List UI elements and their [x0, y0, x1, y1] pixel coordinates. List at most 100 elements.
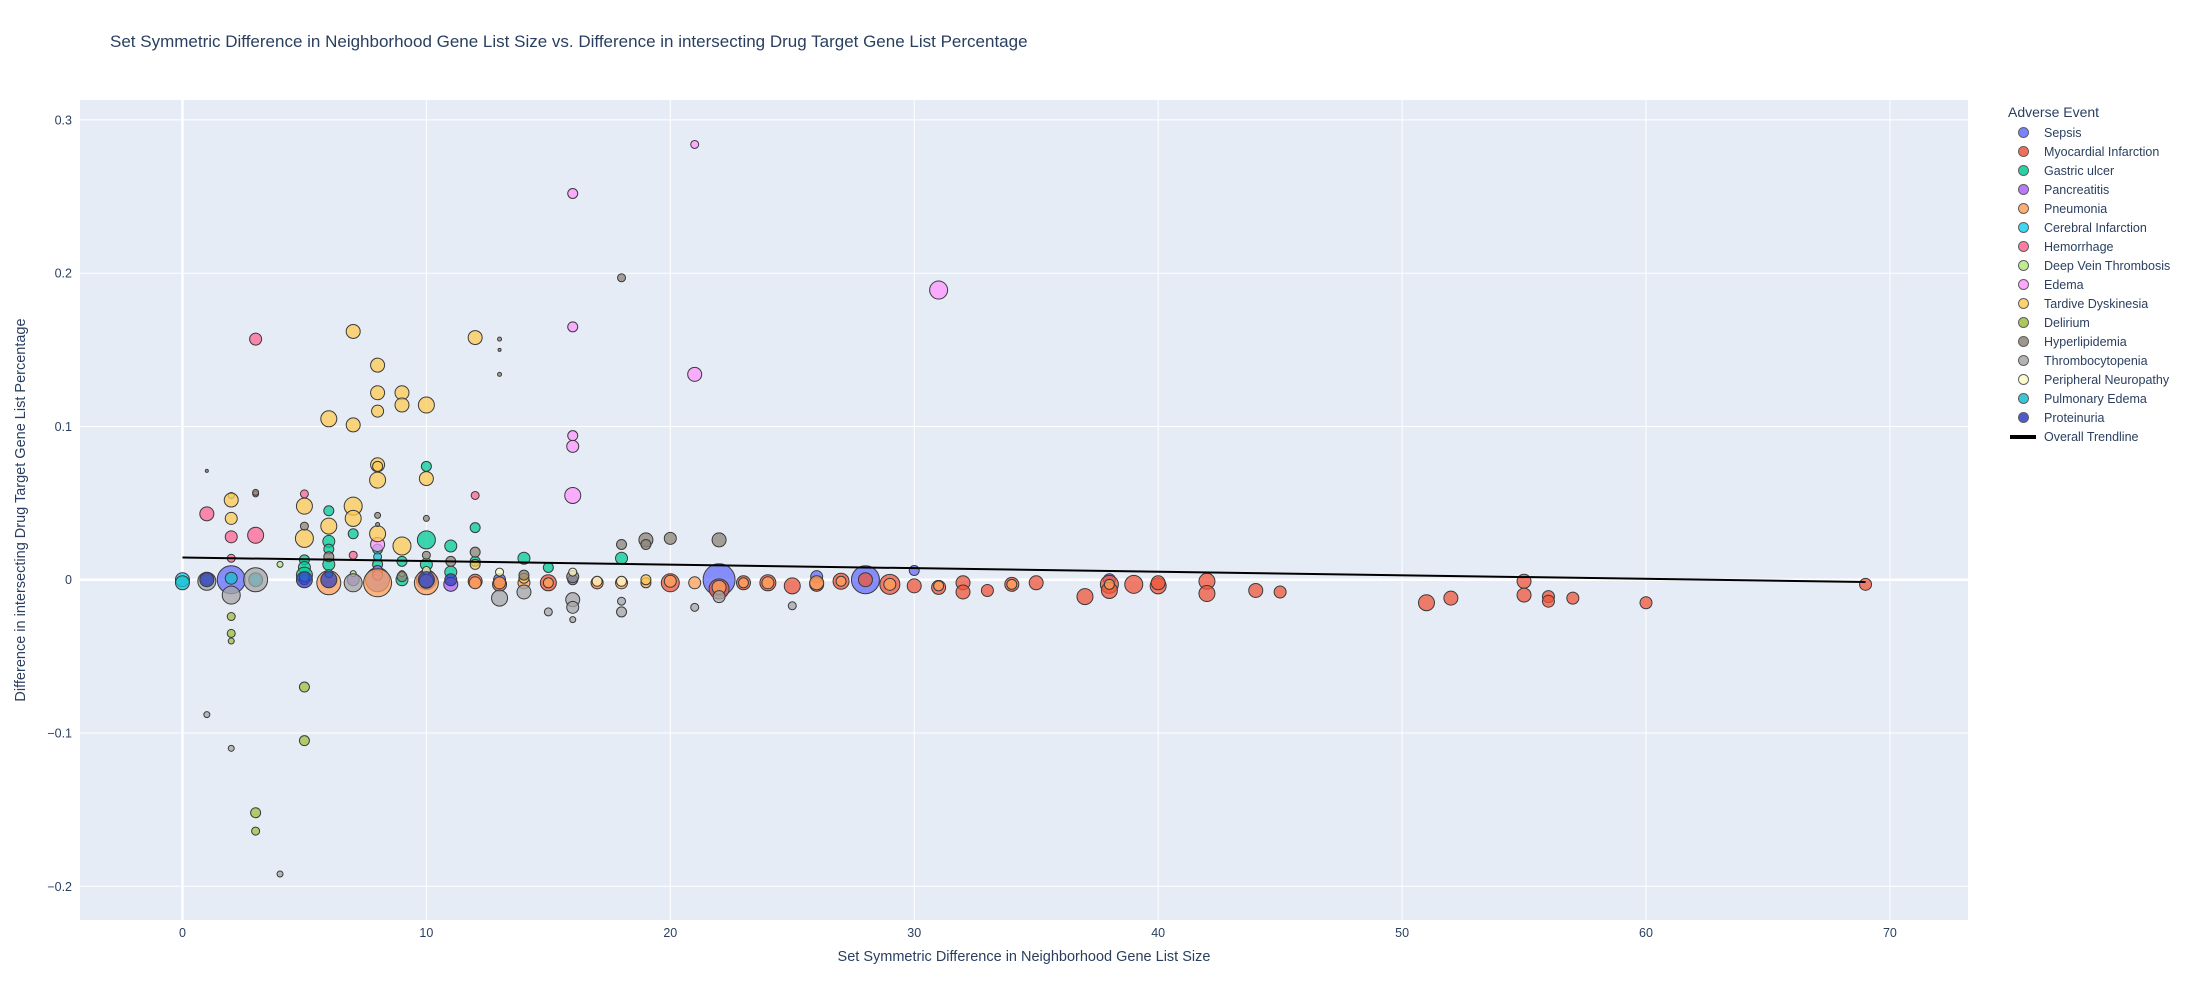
point-edema — [567, 321, 579, 333]
legend-title: Adverse Event — [2008, 104, 2100, 120]
legend-dot-marker — [2008, 237, 2038, 256]
legend-label: Hemorrhage — [2044, 239, 2114, 254]
legend-label: Tardive Dyskinesia — [2044, 296, 2149, 311]
point-gastric-ulcer — [542, 561, 554, 573]
legend-dot-marker — [2008, 161, 2038, 180]
legend-item-myocardial-infarction[interactable]: Myocardial Infarction — [2008, 142, 2170, 161]
point-tardive-dyskinesia — [344, 509, 362, 527]
point-thrombocytopenia — [690, 602, 700, 612]
legend-item-proteinuria[interactable]: Proteinuria — [2008, 408, 2170, 427]
trendline — [182, 556, 1866, 584]
legend-label: Myocardial Infarction — [2044, 144, 2160, 159]
point-hemorrhage — [249, 332, 263, 346]
legend-dot-marker — [2008, 218, 2038, 237]
legend-dot-marker — [2008, 294, 2038, 313]
point-tardive-dyskinesia — [371, 404, 385, 418]
legend-item-cerebral-infarction[interactable]: Cerebral Infarction — [2008, 218, 2170, 237]
point-tardive-dyskinesia — [370, 357, 386, 373]
legend-item-delirium[interactable]: Delirium — [2008, 313, 2170, 332]
point-pneumonia — [1006, 578, 1018, 590]
point-thrombocytopenia — [203, 711, 211, 719]
point-edema — [567, 430, 579, 442]
point-thrombocytopenia — [243, 567, 269, 593]
point-myocardial-infarction — [906, 578, 922, 594]
point-gastric-ulcer — [347, 528, 359, 540]
point-pneumonia — [883, 577, 897, 591]
point-tardive-dyskinesia — [223, 492, 239, 508]
point-proteinuria — [295, 571, 313, 589]
point-pneumonia — [809, 575, 825, 591]
point-tardive-dyskinesia — [345, 323, 361, 339]
x-axis-label: Set Symmetric Difference in Neighborhood… — [838, 949, 1211, 965]
legend-item-thrombocytopenia[interactable]: Thrombocytopenia — [2008, 351, 2170, 370]
point-myocardial-infarction — [980, 583, 994, 597]
legend-item-pneumonia[interactable]: Pneumonia — [2008, 199, 2170, 218]
point-pneumonia — [835, 575, 847, 587]
point-myocardial-infarction — [1076, 588, 1094, 606]
legend-item-tardive-dyskinesia[interactable]: Tardive Dyskinesia — [2008, 294, 2170, 313]
point-delirium — [298, 681, 310, 693]
legend-dot-marker — [2008, 256, 2038, 275]
legend-dot-marker — [2008, 275, 2038, 294]
legend-dot-marker — [2008, 351, 2038, 370]
point-thrombocytopenia — [491, 589, 509, 607]
legend-item-overall-trendline[interactable]: Overall Trendline — [2008, 427, 2170, 446]
point-thrombocytopenia — [343, 573, 363, 593]
point-myocardial-infarction — [857, 572, 873, 588]
legend-dot-marker — [2008, 313, 2038, 332]
legend-label: Sepsis — [2044, 125, 2082, 140]
point-edema — [564, 486, 582, 504]
point-deep-vein-thrombosis — [276, 560, 284, 568]
point-pneumonia — [493, 576, 507, 590]
chart-title: Set Symmetric Difference in Neighborhood… — [110, 32, 1028, 51]
point-tardive-dyskinesia — [418, 471, 434, 487]
legend-item-gastric-ulcer[interactable]: Gastric ulcer — [2008, 161, 2170, 180]
x-tick-label: 40 — [1151, 926, 1165, 940]
point-pneumonia — [542, 577, 554, 589]
point-peripheral-neuropathy — [616, 575, 628, 587]
legend-item-pulmonary-edema[interactable]: Pulmonary Edema — [2008, 389, 2170, 408]
legend-item-hemorrhage[interactable]: Hemorrhage — [2008, 237, 2170, 256]
point-thrombocytopenia — [569, 616, 577, 624]
point-tardive-dyskinesia — [369, 471, 387, 489]
point-thrombocytopenia — [543, 607, 553, 617]
point-proteinuria — [417, 571, 435, 589]
legend-dot-marker — [2008, 370, 2038, 389]
legend-label: Edema — [2044, 277, 2084, 292]
tick-labels: 0 10 20 30 40 50 60 70 −0.2 −0.1 0 0.1 0.2 0.3 — [47, 113, 1897, 940]
point-myocardial-infarction — [1516, 587, 1532, 603]
point-thrombocytopenia — [276, 870, 284, 878]
point-hyperlipidemia — [299, 521, 309, 531]
legend-item-deep-vein-thrombosis[interactable]: Deep Vein Thrombosis — [2008, 256, 2170, 275]
point-hemorrhage — [470, 490, 480, 500]
legend-item-peripheral-neuropathy[interactable]: Peripheral Neuropathy — [2008, 370, 2170, 389]
legend-item-edema[interactable]: Edema — [2008, 275, 2170, 294]
point-delirium — [227, 637, 235, 645]
legend-item-pancreatitis[interactable]: Pancreatitis — [2008, 180, 2170, 199]
point-hyperlipidemia — [421, 550, 431, 560]
x-tick-label: 20 — [663, 926, 677, 940]
legend-dot-marker — [2008, 180, 2038, 199]
point-myocardial-infarction — [1124, 574, 1144, 594]
point-hemorrhage — [199, 506, 215, 522]
point-sepsis — [908, 565, 920, 577]
y-tick-label: 0.1 — [55, 420, 72, 434]
point-hyperlipidemia — [497, 336, 503, 342]
point-peripheral-neuropathy — [495, 567, 505, 577]
point-pneumonia — [1103, 578, 1115, 590]
x-tick-label: 70 — [1883, 926, 1897, 940]
legend-item-hyperlipidemia[interactable]: Hyperlipidemia — [2008, 332, 2170, 351]
point-tardive-dyskinesia — [320, 517, 338, 535]
legend-label: Pancreatitis — [2044, 182, 2110, 197]
point-tardive-dyskinesia — [392, 536, 412, 556]
point-myocardial-infarction — [1566, 591, 1580, 605]
legend-item-sepsis[interactable]: Sepsis — [2008, 123, 2170, 142]
point-delirium — [226, 612, 236, 622]
y-tick-label: −0.2 — [47, 880, 72, 894]
point-thrombocytopenia — [221, 585, 241, 605]
point-gastric-ulcer — [416, 530, 436, 550]
point-hyperlipidemia — [616, 538, 628, 550]
point-delirium — [251, 826, 261, 836]
point-pulmonary-edema — [174, 575, 190, 591]
point-thrombocytopenia — [617, 596, 627, 606]
